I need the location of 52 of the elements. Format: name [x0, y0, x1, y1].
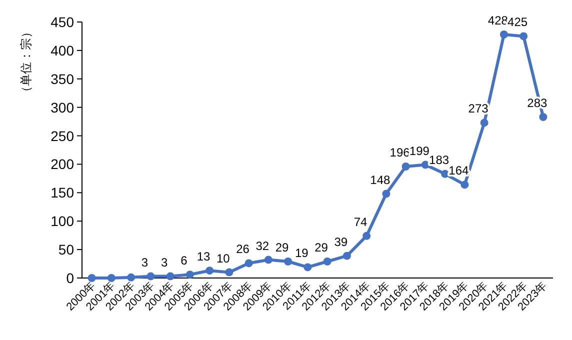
- y-tick-label: 100: [50, 213, 74, 230]
- data-label: 199: [409, 144, 430, 158]
- point: [520, 32, 528, 40]
- point: [225, 268, 234, 276]
- point: [480, 118, 488, 127]
- data-label: 148: [370, 172, 391, 187]
- data-label: 164: [448, 164, 470, 178]
- point: [264, 256, 272, 264]
- y-tick-label: 150: [50, 184, 74, 201]
- data-label: 3: [160, 255, 168, 270]
- y-tick-label: 400: [50, 42, 74, 58]
- y-tick-label: 450: [50, 14, 74, 30]
- y-axis-title: （单位：宗）: [19, 26, 33, 98]
- point: [186, 270, 194, 279]
- y-tick-label: 300: [50, 99, 74, 116]
- y-tick-label: 200: [50, 156, 74, 172]
- data-label: 39: [334, 234, 348, 249]
- point: [323, 258, 332, 266]
- data-label: 183: [429, 152, 450, 167]
- point: [166, 272, 174, 280]
- data-label: 425: [508, 15, 528, 30]
- point: [127, 273, 136, 282]
- y-tick-label: 250: [50, 128, 74, 144]
- data-label: 26: [236, 242, 250, 256]
- data-label: 32: [256, 238, 270, 253]
- data-label: 10: [216, 251, 230, 266]
- point: [107, 274, 116, 282]
- data-label: 428: [488, 14, 508, 28]
- point: [206, 266, 214, 275]
- point: [244, 259, 253, 268]
- point: [284, 258, 292, 266]
- point: [539, 113, 548, 122]
- point: [362, 232, 371, 240]
- point: [460, 180, 469, 189]
- point: [500, 30, 508, 39]
- point: [304, 263, 312, 272]
- data-label: 19: [295, 246, 309, 260]
- data-label: 13: [196, 250, 211, 264]
- y-tick-label: 350: [50, 70, 74, 87]
- point: [402, 162, 410, 170]
- y-tick-label: 50: [58, 242, 74, 258]
- point: [88, 274, 96, 282]
- y-tick-label: 0: [66, 270, 74, 286]
- data-label: 3: [141, 255, 148, 270]
- point: [146, 272, 155, 280]
- data-label: 196: [390, 146, 410, 160]
- point: [342, 252, 351, 260]
- data-label: 74: [354, 214, 368, 229]
- point: [382, 190, 390, 198]
- data-label: 29: [314, 240, 328, 254]
- data-label: 29: [275, 240, 290, 254]
- data-label: 6: [180, 254, 188, 268]
